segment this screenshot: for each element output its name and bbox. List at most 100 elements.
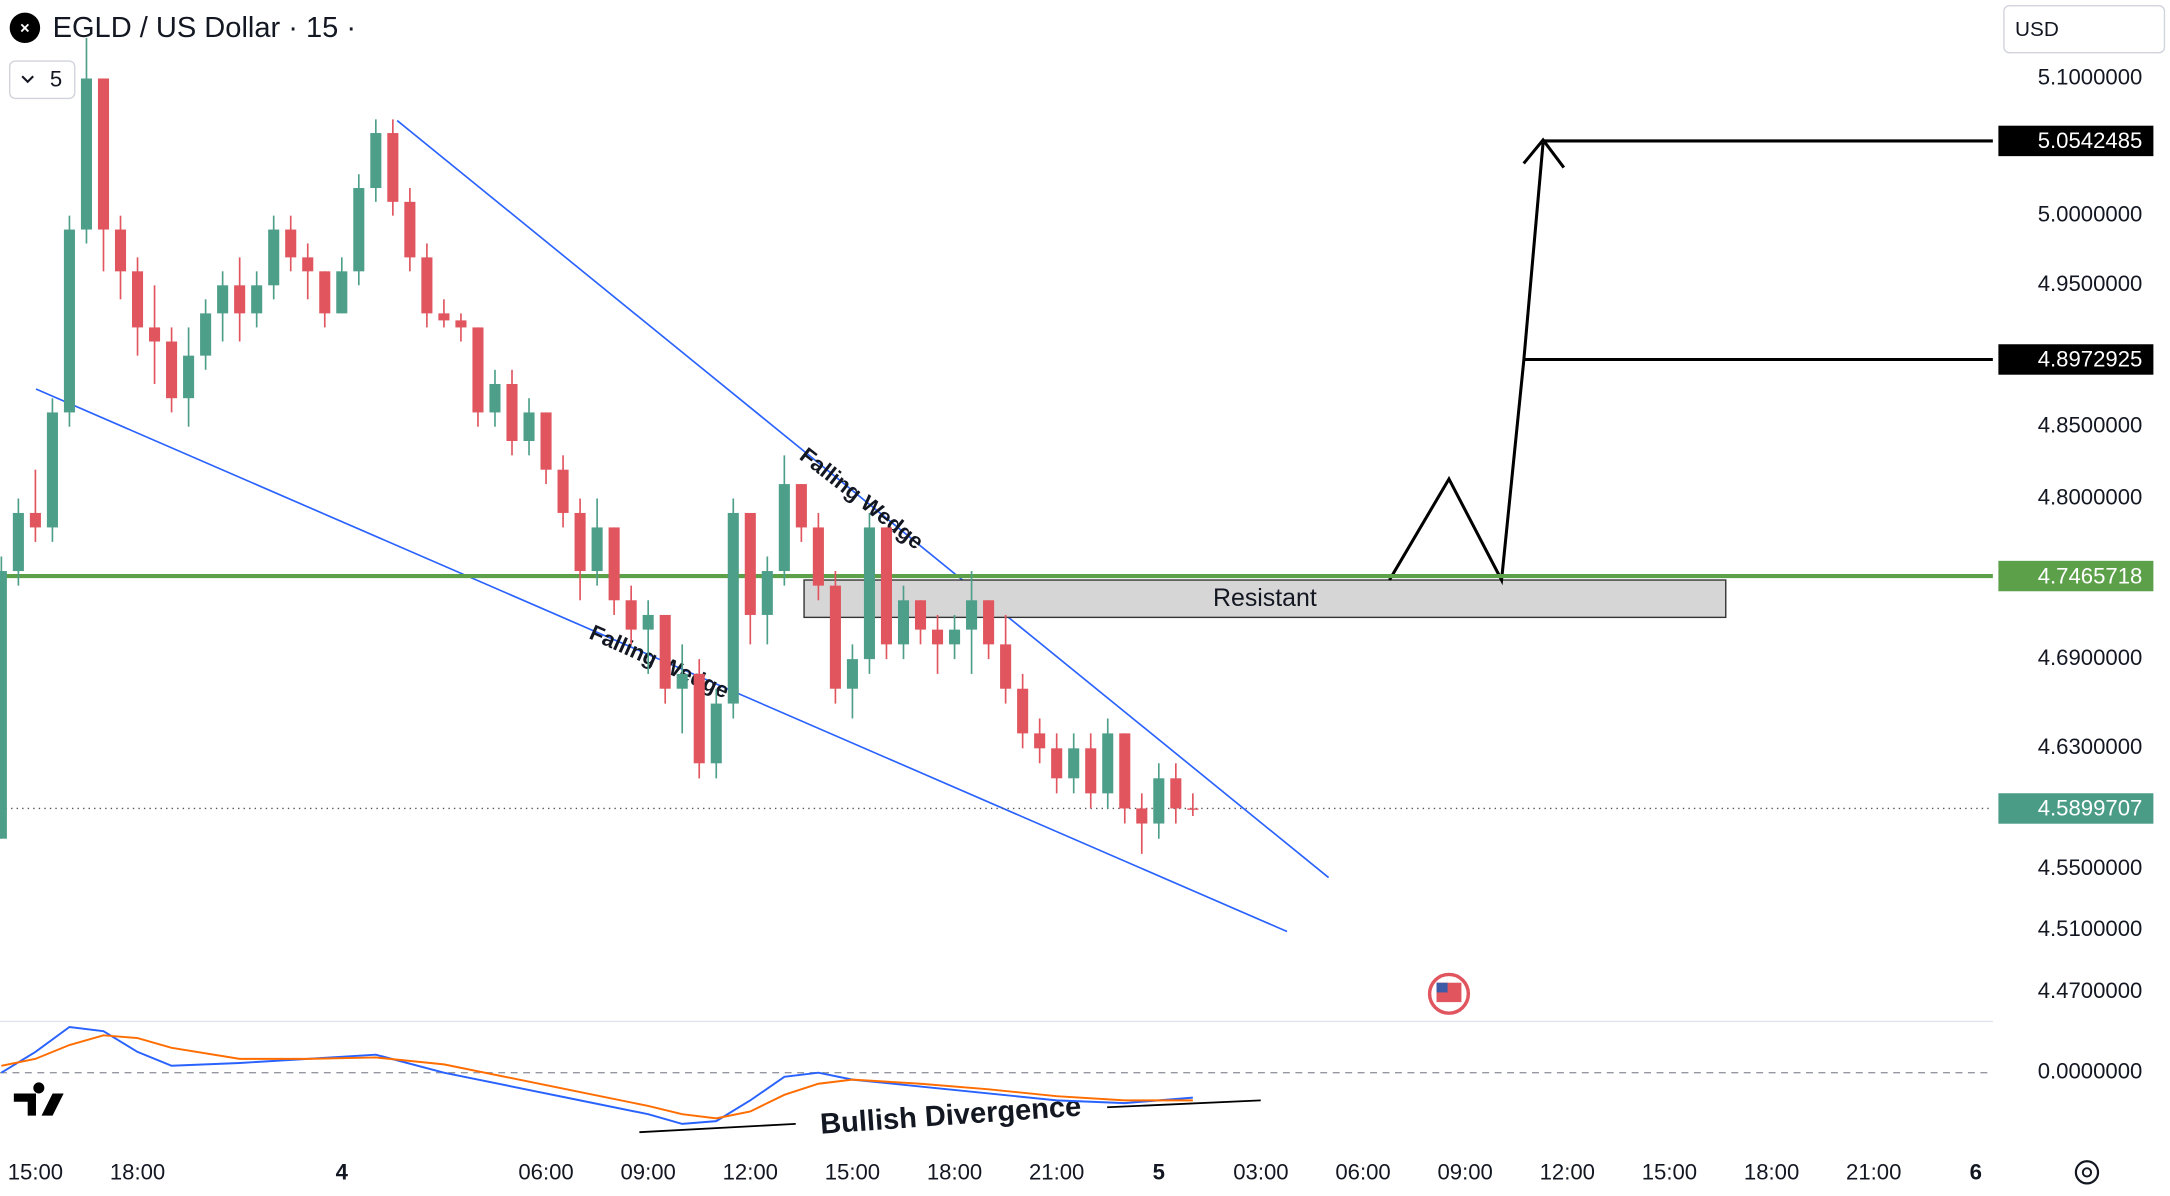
price-tag-label: 4.7465718: [2038, 563, 2143, 588]
candle-body: [557, 469, 569, 513]
candle-body: [949, 629, 961, 645]
interval-button[interactable]: [8, 60, 76, 100]
y-tick-label: 4.8500000: [2038, 413, 2143, 438]
indicator-line: [0, 1026, 1193, 1125]
candle-body: [472, 327, 484, 413]
price-tag: [1998, 344, 2154, 375]
candle-body: [727, 512, 739, 704]
candle-body: [795, 484, 807, 528]
x-tick-label: 18:00: [1744, 1160, 1799, 1185]
y-tick-label: 5.0000000: [2038, 202, 2143, 227]
x-tick-label: 09:00: [1438, 1160, 1493, 1185]
candle-body: [0, 571, 7, 839]
x-tick-label: 18:00: [927, 1160, 982, 1185]
candle-body: [710, 703, 722, 764]
x-tick-label: 15:00: [825, 1160, 880, 1185]
candle-body: [846, 659, 858, 689]
resistant-label: Resistant: [1213, 584, 1317, 612]
y-tick-label: 4.6900000: [2038, 645, 2143, 670]
candle-body: [404, 201, 416, 258]
candle-body: [761, 571, 773, 615]
candle-body: [574, 512, 586, 572]
candle-body: [523, 412, 535, 442]
candle-body: [12, 512, 24, 572]
candle-body: [540, 412, 552, 470]
candle-body: [251, 285, 263, 314]
candle-body: [693, 673, 705, 764]
currency-select[interactable]: [2003, 4, 2166, 54]
candle-body: [625, 600, 637, 630]
candle-body: [234, 285, 246, 314]
candle-body: [80, 78, 93, 230]
candle-body: [676, 673, 688, 689]
chevron: [21, 75, 34, 84]
currency-label: USD: [2015, 18, 2059, 41]
settings-icon[interactable]: [2074, 1160, 2100, 1185]
candle-body: [914, 600, 927, 630]
candle-body: [183, 355, 195, 399]
candle-body: [489, 383, 501, 413]
candle-body: [149, 327, 161, 342]
chart-title: EGLD / US Dollar · 15 ·: [53, 12, 356, 44]
x-tick-label: 06:00: [1335, 1160, 1390, 1185]
interval-label: 5: [50, 66, 62, 91]
candle-body: [1170, 778, 1182, 809]
candle-body: [812, 527, 824, 586]
resistant-zone: [803, 579, 1727, 619]
x-tick-label: 09:00: [620, 1160, 675, 1185]
x-tick-label: 21:00: [1846, 1160, 1901, 1185]
x-tick-label: 06:00: [518, 1160, 573, 1185]
x-tick-label: 5: [1153, 1160, 1165, 1185]
x-tick-label: 4: [336, 1160, 349, 1185]
y-tick-label: 4.5100000: [2038, 916, 2143, 941]
candle-body: [455, 320, 467, 328]
x-tick-label: 21:00: [1029, 1160, 1084, 1185]
candle-body: [1153, 778, 1165, 824]
y-tick-label: 4.4700000: [2038, 978, 2143, 1003]
candle-body: [336, 271, 348, 314]
candle-body: [46, 412, 58, 528]
candle-body: [966, 600, 978, 630]
indicator-line: [1, 1034, 1193, 1120]
candle-body: [217, 285, 229, 314]
wedge-label: Falling Wedge: [586, 620, 733, 704]
candle-body: [1119, 733, 1131, 809]
candle-body: [897, 600, 910, 645]
symbol-logo-mark: ×: [20, 19, 30, 38]
y-tick-label: 0.0000000: [2038, 1059, 2143, 1084]
candle-body: [1085, 748, 1097, 794]
x-tick-label: 6: [1970, 1160, 1982, 1185]
candle-body: [387, 133, 399, 202]
candle-body: [302, 257, 314, 272]
candle-body: [642, 614, 654, 630]
candle-body: [880, 527, 893, 645]
y-tick-label: 4.8000000: [2038, 484, 2143, 509]
price-tag: [1998, 125, 2154, 157]
candle-body: [829, 585, 841, 689]
divergence-line: [1107, 1099, 1261, 1109]
candle-body: [63, 229, 75, 413]
candle-body: [608, 527, 620, 601]
y-tick-label: 5.1000000: [2038, 64, 2143, 89]
price-tag: [1998, 560, 2154, 592]
candle-body: [659, 614, 671, 689]
candle-body: [421, 257, 433, 314]
candle-body: [370, 133, 382, 189]
candle-body: [744, 512, 756, 615]
x-tick-label: 12:00: [1540, 1160, 1595, 1185]
x-tick-label: 15:00: [1642, 1160, 1697, 1185]
candle-body: [166, 341, 178, 399]
candle-body: [29, 512, 41, 528]
price-tag: [1998, 793, 2154, 824]
wedge-upper: [396, 119, 1330, 879]
price-tag-label: 5.0542485: [2038, 128, 2143, 153]
candle-body: [778, 484, 790, 572]
candle-body: [285, 229, 297, 258]
candle-body: [319, 271, 331, 314]
candle-body: [97, 78, 110, 230]
candle-body: [591, 527, 603, 572]
candle-body: [114, 229, 127, 272]
event-flag-union: [1436, 982, 1448, 993]
